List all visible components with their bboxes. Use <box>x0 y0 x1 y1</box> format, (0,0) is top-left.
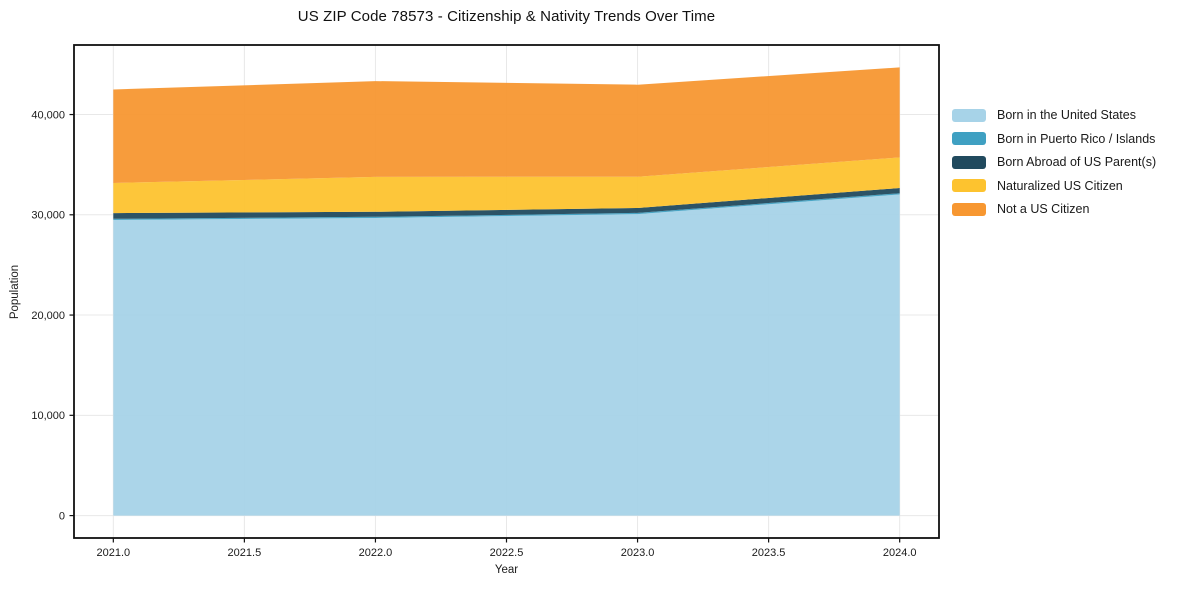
chart-title: US ZIP Code 78573 - Citizenship & Nativi… <box>297 8 716 25</box>
legend-item-4: Not a US Citizen <box>952 202 1156 216</box>
legend-item-2: Born Abroad of US Parent(s) <box>952 155 1156 169</box>
x-tick-label: 2023.0 <box>621 547 655 559</box>
legend-swatch <box>952 179 986 192</box>
legend-label: Born in the United States <box>997 108 1136 122</box>
legend-swatch <box>952 202 986 216</box>
area-series-3 <box>113 157 900 214</box>
x-axis-label: Year <box>494 564 519 576</box>
area-series-0 <box>113 194 900 516</box>
x-tick-label: 2021.5 <box>228 547 262 559</box>
legend-label: Born Abroad of US Parent(s) <box>997 155 1157 169</box>
legend-swatch <box>952 108 986 122</box>
legend: Born in the United States Born in Puerto … <box>952 108 1156 216</box>
legend-label: Born in Puerto Rico / Islands <box>997 131 1156 146</box>
y-tick-label: 10,000 <box>31 410 65 422</box>
legend-label: Not a US Citizen <box>997 202 1090 216</box>
area-series-4 <box>113 67 900 183</box>
x-tick-label: 2023.5 <box>752 547 786 559</box>
area-series-2 <box>113 188 900 219</box>
y-tick-label: 30,000 <box>31 210 65 222</box>
x-tick-label: 2022.0 <box>359 547 393 559</box>
y-tick-label: 0 <box>59 510 65 522</box>
x-tick-label: 2022.5 <box>490 547 524 559</box>
legend-item-0: Born in the United States <box>952 108 1156 122</box>
legend-swatch <box>952 132 986 145</box>
x-tick-label: 2024.0 <box>883 547 917 559</box>
y-tick-label: 20,000 <box>31 310 65 322</box>
x-tick-label: 2021.0 <box>96 547 130 559</box>
y-tick-label: 40,000 <box>31 109 65 121</box>
legend-swatch <box>952 155 986 169</box>
y-axis-label: Population <box>9 264 21 320</box>
legend-label: Naturalized US Citizen <box>997 178 1123 193</box>
legend-item-3: Naturalized US Citizen <box>952 179 1156 193</box>
legend-item-1: Born in Puerto Rico / Islands <box>952 132 1156 146</box>
